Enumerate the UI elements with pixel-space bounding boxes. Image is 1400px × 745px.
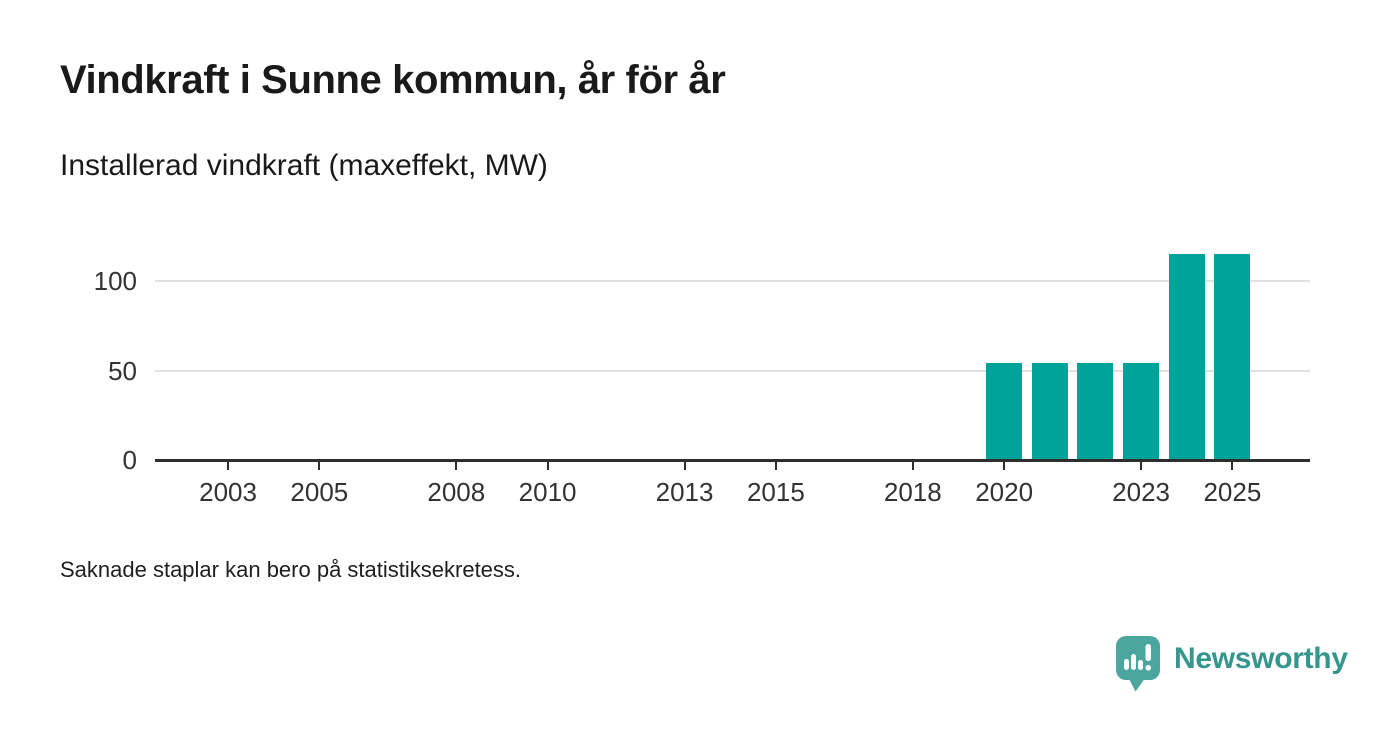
x-axis-tick [1231, 462, 1234, 470]
bar-2024 [1168, 254, 1205, 460]
x-axis-tick [227, 462, 230, 470]
x-axis-label: 2025 [1203, 477, 1262, 507]
gridline-50 [155, 369, 1310, 372]
x-axis-label: 2003 [199, 477, 257, 507]
x-axis-tick [774, 462, 777, 470]
newsworthy-logo: Newsworthy [1113, 636, 1348, 693]
y-axis-label: 50 [108, 355, 137, 386]
newsworthy-logo-icon [1116, 636, 1160, 692]
x-axis-label: 2023 [1112, 477, 1170, 507]
x-axis-tick [683, 462, 686, 470]
x-axis-label: 2015 [746, 477, 805, 507]
newsworthy-wordmark: Newsworthy [1174, 642, 1348, 675]
x-axis-tick [546, 462, 549, 470]
x-axis-label: 2008 [427, 477, 486, 507]
chart-title: Vindkraft i Sunne kommun, år för år [60, 58, 726, 102]
x-axis-label: 2005 [290, 477, 349, 507]
x-axis-tick [318, 462, 321, 470]
y-axis-label: 100 [93, 266, 137, 296]
bar-2025 [1214, 254, 1251, 460]
y-axis-label: 0 [122, 445, 137, 475]
x-axis-label: 2020 [975, 477, 1034, 507]
x-axis-label: 2018 [883, 477, 942, 507]
x-axis-label: 2013 [655, 477, 714, 507]
bar-2023 [1123, 363, 1160, 460]
x-axis-tick [1003, 462, 1006, 470]
gridline-100 [155, 280, 1310, 282]
x-axis-label: 2010 [518, 477, 577, 507]
bar-2020 [986, 363, 1023, 460]
x-axis-tick [1140, 462, 1143, 470]
x-axis-tick [911, 462, 914, 470]
x-axis-line [155, 459, 1310, 462]
chart-subtitle: Installerad vindkraft (maxeffekt, MW) [60, 149, 548, 182]
bar-2022 [1077, 363, 1114, 460]
chart-footnote: Saknade staplar kan bero på statistiksek… [60, 557, 522, 582]
x-axis-tick [455, 462, 458, 470]
bar-2021 [1031, 363, 1068, 460]
